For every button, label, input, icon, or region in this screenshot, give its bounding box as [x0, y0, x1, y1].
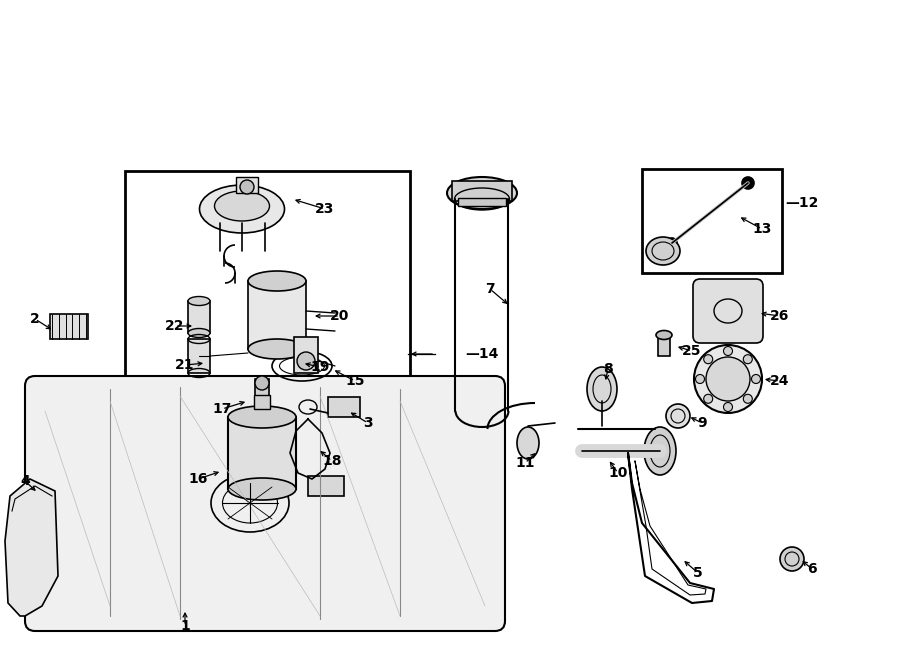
Bar [236, 177, 258, 193]
Bar [254, 395, 270, 409]
Circle shape [743, 395, 752, 403]
Bar [458, 198, 506, 206]
Text: 19: 19 [310, 360, 329, 374]
Ellipse shape [248, 271, 306, 291]
Bar [255, 379, 269, 411]
Bar [328, 397, 360, 417]
Text: 2: 2 [30, 312, 40, 326]
Text: —12: —12 [785, 196, 818, 210]
Bar [188, 301, 210, 333]
Circle shape [667, 238, 677, 248]
Bar [658, 336, 670, 356]
Circle shape [704, 355, 713, 364]
Text: 11: 11 [515, 456, 535, 470]
Text: 20: 20 [330, 309, 350, 323]
Text: 4: 4 [20, 474, 30, 488]
Ellipse shape [214, 191, 269, 221]
Ellipse shape [646, 237, 680, 265]
Circle shape [724, 346, 733, 356]
Text: 1: 1 [180, 619, 190, 633]
Text: 6: 6 [807, 562, 817, 576]
Circle shape [666, 404, 690, 428]
Circle shape [706, 357, 750, 401]
FancyBboxPatch shape [25, 376, 505, 631]
Circle shape [724, 403, 733, 412]
Bar [248, 281, 306, 349]
Ellipse shape [188, 329, 210, 338]
Text: 18: 18 [322, 454, 342, 468]
Circle shape [752, 375, 760, 383]
Ellipse shape [248, 339, 306, 359]
Text: 21: 21 [176, 358, 194, 372]
Ellipse shape [447, 177, 517, 209]
Text: 26: 26 [770, 309, 789, 323]
Text: 10: 10 [608, 466, 627, 480]
Circle shape [240, 180, 254, 194]
Bar [50, 314, 88, 339]
Circle shape [696, 375, 705, 383]
Text: 5: 5 [693, 566, 703, 580]
Text: 23: 23 [315, 202, 335, 216]
Ellipse shape [200, 185, 284, 233]
Ellipse shape [587, 367, 617, 411]
Text: 8: 8 [603, 362, 613, 376]
Text: 7: 7 [485, 282, 495, 296]
Ellipse shape [188, 297, 210, 305]
Text: 25: 25 [682, 344, 702, 358]
Text: 22: 22 [166, 319, 184, 333]
Circle shape [704, 395, 713, 403]
Ellipse shape [644, 427, 676, 475]
Ellipse shape [517, 427, 539, 459]
Circle shape [255, 376, 269, 390]
Text: 24: 24 [770, 374, 790, 388]
Circle shape [742, 177, 754, 189]
Bar [125, 171, 410, 506]
Polygon shape [5, 479, 58, 616]
Bar [228, 417, 296, 489]
Text: 3: 3 [364, 416, 373, 430]
Circle shape [743, 355, 752, 364]
Circle shape [694, 345, 762, 413]
Bar [188, 339, 210, 373]
Bar [308, 476, 344, 496]
Ellipse shape [656, 330, 672, 340]
Text: 17: 17 [212, 402, 231, 416]
Text: 16: 16 [188, 472, 208, 486]
Bar [642, 169, 782, 273]
Ellipse shape [228, 406, 296, 428]
Bar [452, 181, 512, 201]
Circle shape [297, 352, 315, 370]
Ellipse shape [228, 478, 296, 500]
Text: 15: 15 [346, 374, 365, 388]
Text: 13: 13 [752, 222, 771, 236]
Text: —14: —14 [465, 347, 499, 361]
Text: 9: 9 [698, 416, 706, 430]
FancyBboxPatch shape [693, 279, 763, 343]
Circle shape [780, 547, 804, 571]
Bar [294, 337, 318, 373]
